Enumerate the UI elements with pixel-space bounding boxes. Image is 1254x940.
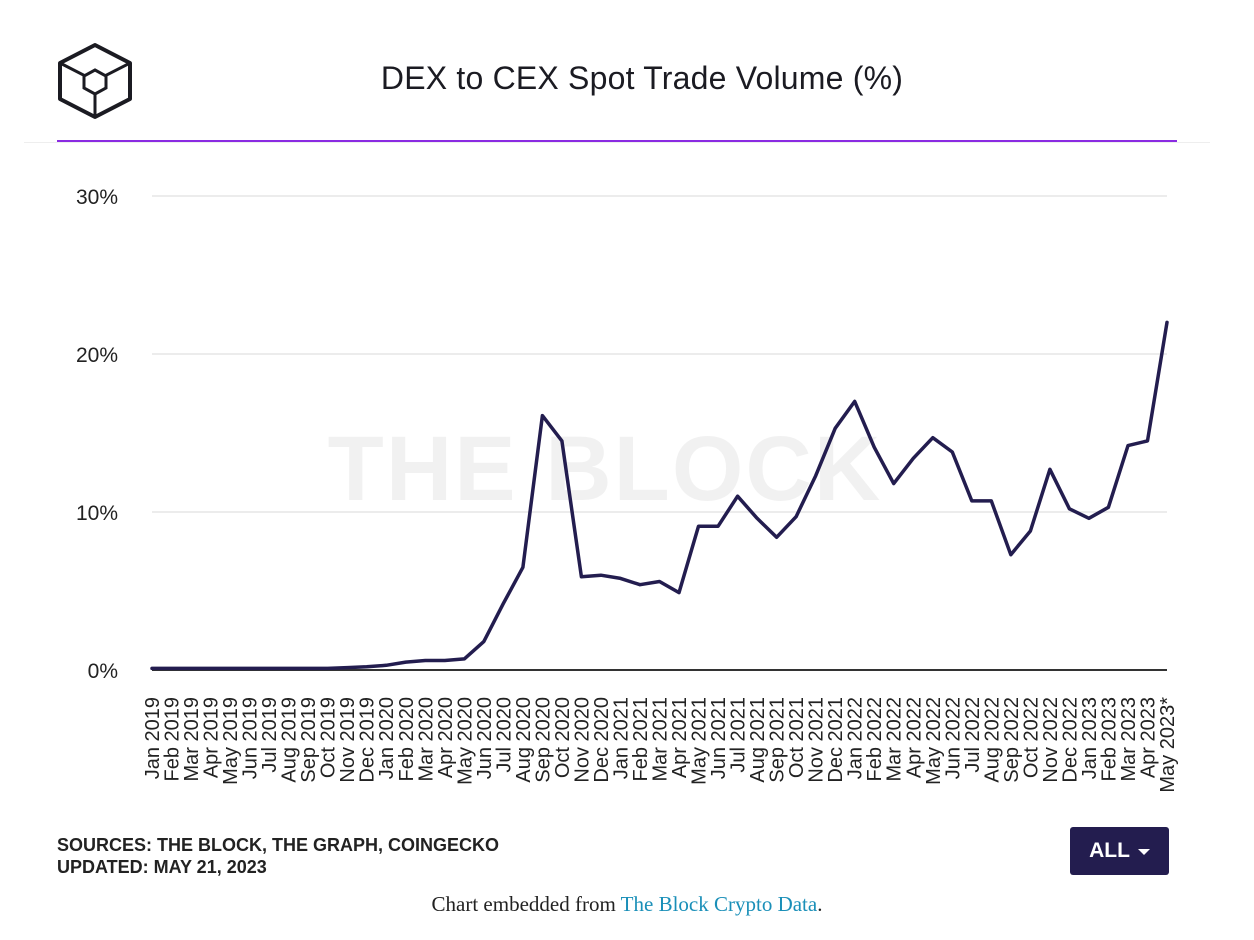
x-tick-label: Nov 2020 <box>571 697 593 783</box>
x-tick-label: Nov 2019 <box>337 697 359 783</box>
x-tick-label: Apr 2020 <box>435 697 457 778</box>
x-tick-label: Apr 2023 <box>1137 697 1159 778</box>
x-tick-label: Oct 2020 <box>552 697 574 778</box>
y-axis-ticks: 0% 10% 20% 30% <box>76 186 118 683</box>
footer-suffix: . <box>817 892 823 916</box>
x-tick-label: Feb 2023 <box>1098 697 1120 782</box>
x-tick-label: Oct 2019 <box>318 697 340 778</box>
x-tick-label: Jul 2020 <box>493 697 515 773</box>
y-tick-label: 30% <box>76 186 118 209</box>
y-tick-label: 0% <box>88 660 118 683</box>
header-divider-light <box>24 142 1210 143</box>
sources-text: SOURCES: THE BLOCK, THE GRAPH, COINGECKO <box>57 835 500 855</box>
x-tick-label: Apr 2019 <box>201 697 223 778</box>
x-tick-label: Apr 2021 <box>669 697 691 778</box>
x-tick-label: Jun 2020 <box>474 697 496 779</box>
x-tick-label: Sep 2021 <box>767 697 789 783</box>
x-tick-label: Jan 2019 <box>142 697 164 779</box>
x-tick-label: Sep 2020 <box>532 697 554 783</box>
chart-title: DEX to CEX Spot Trade Volume (%) <box>380 60 904 96</box>
x-tick-label: Aug 2022 <box>981 697 1003 783</box>
gridlines <box>152 195 1167 671</box>
x-tick-label: Mar 2023 <box>1118 697 1140 782</box>
embed-footer: Chart embedded from The Block Crypto Dat… <box>0 892 1254 917</box>
footer-prefix: Chart embedded from <box>431 892 621 916</box>
updated-text: UPDATED: MAY 21, 2023 <box>57 857 267 877</box>
x-tick-label: May 2019 <box>220 697 242 785</box>
x-tick-label: Dec 2022 <box>1059 697 1081 783</box>
x-tick-label: Aug 2019 <box>279 697 301 783</box>
x-tick-label: Oct 2022 <box>1020 697 1042 778</box>
x-tick-label: Feb 2021 <box>630 697 652 782</box>
sources-block: SOURCES: THE BLOCK, THE GRAPH, COINGECKO… <box>57 834 499 878</box>
x-tick-label: Oct 2021 <box>786 697 808 778</box>
x-tick-label: Jan 2020 <box>376 697 398 779</box>
x-tick-label: Dec 2021 <box>825 697 847 783</box>
x-tick-label: Jan 2023 <box>1079 697 1101 779</box>
x-tick-label: Jul 2019 <box>259 697 281 773</box>
x-tick-label: Mar 2020 <box>415 697 437 782</box>
x-tick-label: Jun 2019 <box>240 697 262 779</box>
x-tick-label: Apr 2022 <box>903 697 925 778</box>
range-all-button[interactable]: ALL <box>1070 827 1169 875</box>
x-tick-label: Nov 2022 <box>1040 697 1062 783</box>
the-block-logo <box>58 43 132 119</box>
chevron-down-icon <box>1137 849 1150 855</box>
x-tick-label: Sep 2022 <box>1001 697 1023 783</box>
x-tick-label: May 2020 <box>454 697 476 785</box>
the-block-crypto-data-link[interactable]: The Block Crypto Data <box>620 892 818 916</box>
watermark: THE BLOCK <box>328 418 883 520</box>
x-tick-label: Dec 2020 <box>591 697 613 783</box>
range-all-label: ALL <box>1089 839 1130 862</box>
y-tick-label: 10% <box>76 502 118 525</box>
x-tick-label: Feb 2019 <box>162 697 184 782</box>
x-tick-label: May 2023* <box>1157 697 1179 793</box>
y-tick-label: 20% <box>76 344 118 367</box>
x-tick-label: May 2021 <box>689 697 711 785</box>
x-tick-label: Jul 2021 <box>728 697 750 773</box>
chart-header: DEX to CEX Spot Trade Volume (%) <box>0 0 1254 142</box>
x-tick-label: Aug 2020 <box>513 697 535 783</box>
x-tick-label: May 2022 <box>923 697 945 785</box>
x-tick-label: Jan 2022 <box>845 697 867 779</box>
x-tick-label: Jun 2022 <box>942 697 964 779</box>
x-tick-label: Mar 2019 <box>181 697 203 782</box>
x-tick-label: Sep 2019 <box>298 697 320 783</box>
x-tick-label: Aug 2021 <box>747 697 769 783</box>
x-tick-label: Jul 2022 <box>962 697 984 773</box>
x-tick-label: Jun 2021 <box>708 697 730 779</box>
x-tick-label: Dec 2019 <box>357 697 379 783</box>
x-tick-label: Feb 2020 <box>396 697 418 782</box>
x-tick-label: Feb 2022 <box>864 697 886 782</box>
x-tick-label: Mar 2022 <box>884 697 906 782</box>
x-tick-label: Nov 2021 <box>806 697 828 783</box>
series-line <box>150 320 1169 671</box>
header-accent-rule <box>57 140 1177 142</box>
x-tick-label: Mar 2021 <box>650 697 672 782</box>
x-tick-label: Jan 2021 <box>610 697 632 779</box>
